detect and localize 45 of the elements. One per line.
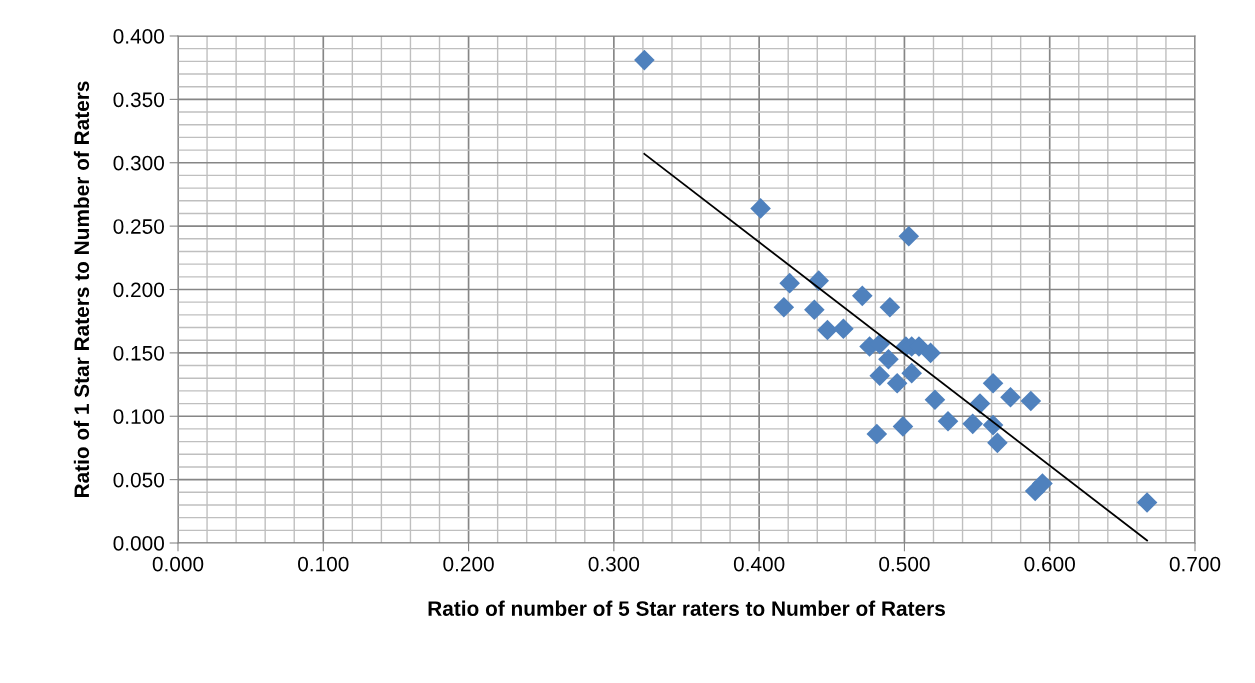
- point: [924, 389, 946, 411]
- point: [1020, 390, 1042, 412]
- y-tick-label: 0.000: [113, 536, 164, 551]
- point: [920, 342, 941, 364]
- point: [892, 416, 914, 437]
- point: [962, 413, 984, 435]
- point: [901, 362, 922, 384]
- point: [869, 365, 891, 386]
- point: [886, 372, 908, 394]
- point: [878, 348, 899, 370]
- x-tick-label: 0.100: [298, 556, 349, 572]
- point: [898, 225, 920, 247]
- point: [987, 432, 1008, 454]
- x-tick-label: 0.700: [1169, 556, 1221, 572]
- x-tick-label: 0.500: [879, 556, 930, 572]
- y-axis-title: Ratio of 1 Star Raters to Number of Raters: [73, 81, 90, 498]
- point: [750, 198, 771, 219]
- y-tick-label: 0.400: [113, 29, 164, 44]
- point: [804, 299, 825, 321]
- point: [1000, 386, 1021, 408]
- point: [866, 423, 888, 445]
- point: [773, 296, 795, 318]
- y-tick-label: 0.100: [113, 409, 164, 424]
- y-tick-label: 0.350: [113, 92, 164, 108]
- y-tick-label: 0.150: [113, 345, 164, 361]
- y-tick-label: 0.300: [113, 155, 164, 171]
- x-tick-label: 0.300: [588, 556, 640, 572]
- y-tick-label: 0.050: [113, 472, 164, 488]
- x-tick-label: 0.600: [1024, 556, 1075, 572]
- point: [634, 49, 655, 71]
- point: [937, 411, 959, 432]
- x-tick-label: 0.400: [733, 556, 785, 572]
- x-axis-title: Ratio of number of 5 Star raters to Number of Raters: [428, 600, 945, 616]
- point: [982, 372, 1004, 394]
- point: [779, 272, 800, 294]
- point: [833, 318, 854, 340]
- y-tick-label: 0.200: [113, 282, 164, 298]
- point: [852, 285, 873, 307]
- point: [817, 319, 838, 341]
- point: [1024, 480, 1046, 502]
- point: [879, 296, 901, 318]
- x-tick-label: 0.000: [152, 556, 204, 572]
- x-tick-label: 0.200: [443, 556, 494, 572]
- point: [1136, 492, 1158, 513]
- y-tick-label: 0.250: [113, 219, 164, 234]
